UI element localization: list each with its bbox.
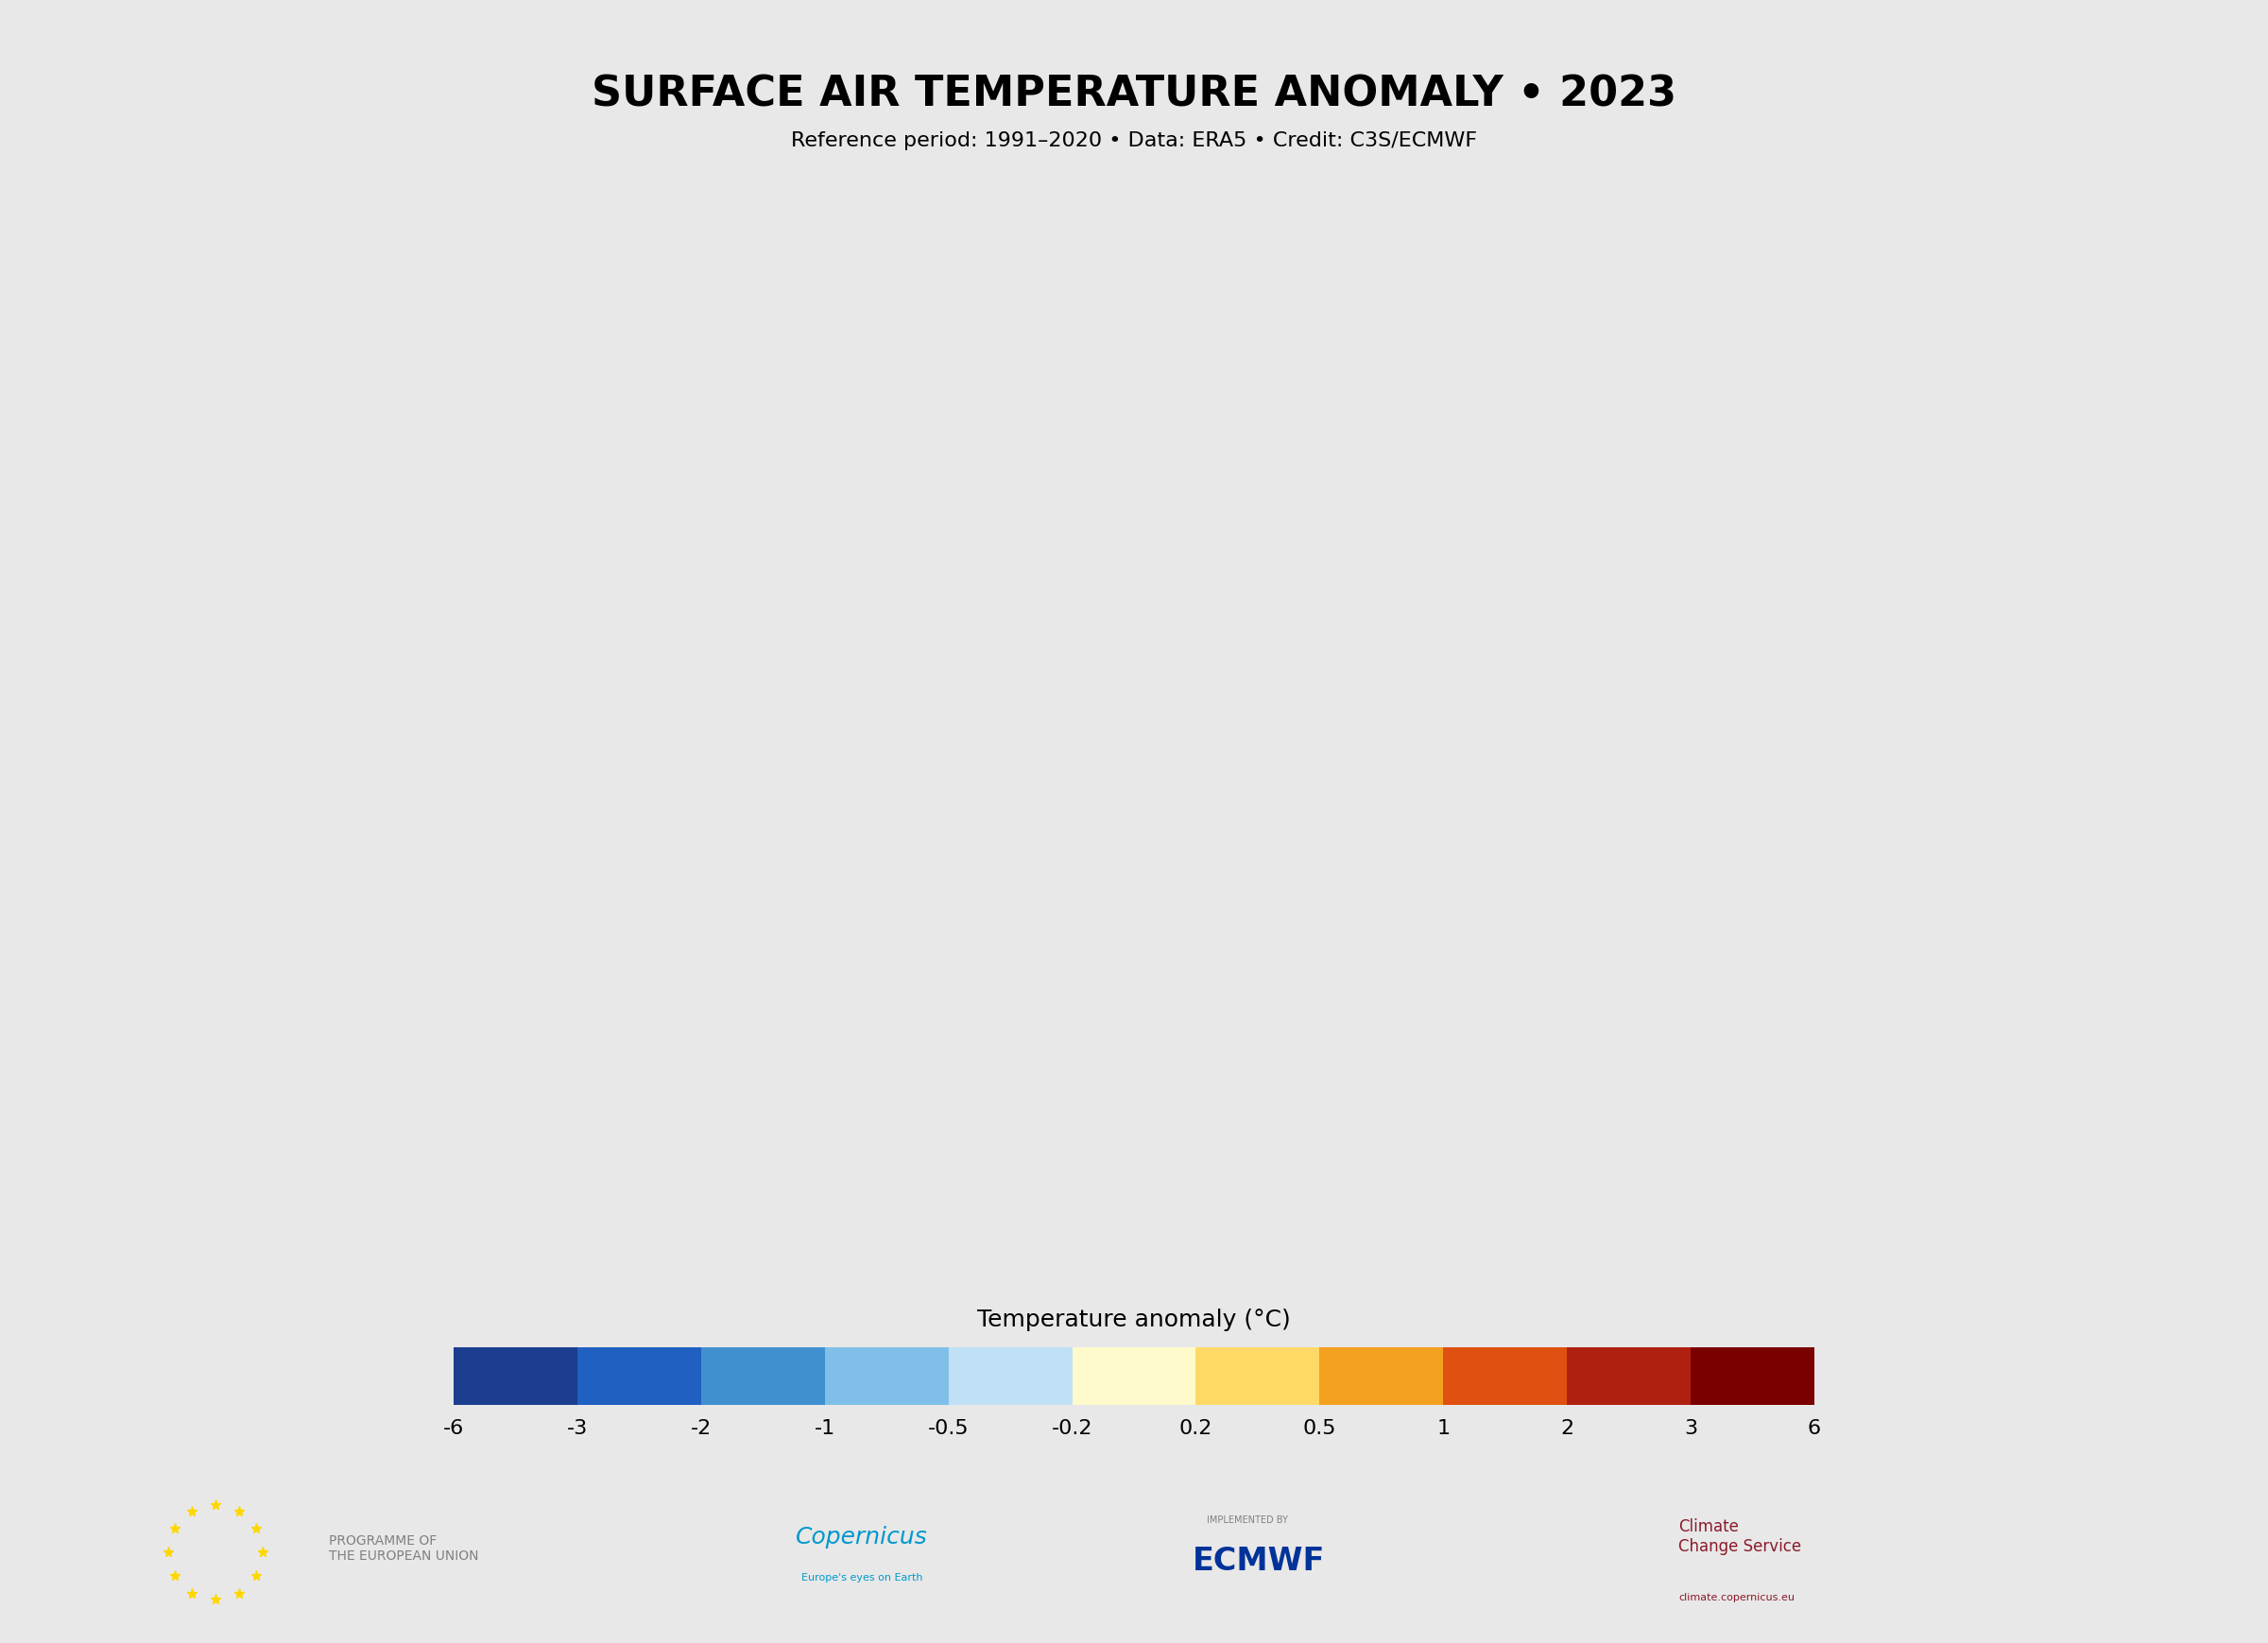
- Text: IMPLEMENTED BY: IMPLEMENTED BY: [1207, 1515, 1288, 1525]
- Bar: [1195, 1347, 1320, 1405]
- Bar: [1442, 1347, 1567, 1405]
- Text: -2: -2: [689, 1418, 712, 1436]
- Bar: [948, 1347, 1073, 1405]
- Bar: [1320, 1347, 1442, 1405]
- Text: PROGRAMME OF
THE EUROPEAN UNION: PROGRAMME OF THE EUROPEAN UNION: [329, 1533, 479, 1562]
- Text: -1: -1: [814, 1418, 835, 1436]
- Text: Europe's eyes on Earth: Europe's eyes on Earth: [801, 1572, 923, 1582]
- Bar: [701, 1347, 826, 1405]
- Text: Copernicus: Copernicus: [796, 1525, 928, 1548]
- Text: ECMWF: ECMWF: [1193, 1546, 1325, 1576]
- Text: Reference period: 1991–2020 • Data: ERA5 • Credit: C3S/ECMWF: Reference period: 1991–2020 • Data: ERA5…: [792, 131, 1476, 150]
- Bar: [454, 1347, 578, 1405]
- Text: -6: -6: [442, 1418, 465, 1436]
- Text: 1: 1: [1436, 1418, 1449, 1436]
- Bar: [1073, 1347, 1195, 1405]
- Text: -0.5: -0.5: [928, 1418, 968, 1436]
- Bar: [1690, 1347, 1814, 1405]
- Text: climate.copernicus.eu: climate.copernicus.eu: [1678, 1592, 1794, 1602]
- Bar: [578, 1347, 701, 1405]
- Text: SURFACE AIR TEMPERATURE ANOMALY • 2023: SURFACE AIR TEMPERATURE ANOMALY • 2023: [592, 74, 1676, 115]
- Text: Temperature anomaly (°C): Temperature anomaly (°C): [978, 1308, 1290, 1331]
- Text: -3: -3: [567, 1418, 587, 1436]
- Text: 3: 3: [1685, 1418, 1696, 1436]
- Text: 2: 2: [1560, 1418, 1574, 1436]
- Text: 0.5: 0.5: [1302, 1418, 1336, 1436]
- Text: 0.2: 0.2: [1179, 1418, 1213, 1436]
- Bar: [826, 1347, 948, 1405]
- Text: Climate
Change Service: Climate Change Service: [1678, 1518, 1801, 1554]
- Text: -0.2: -0.2: [1052, 1418, 1093, 1436]
- Bar: [1567, 1347, 1690, 1405]
- Text: 6: 6: [1808, 1418, 1821, 1436]
